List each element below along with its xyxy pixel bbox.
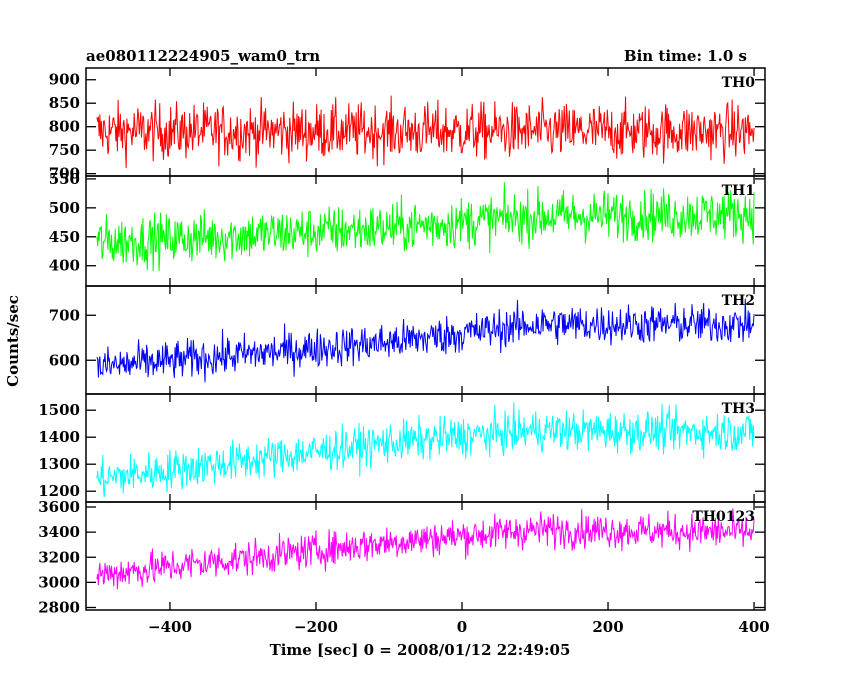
panel-name-label: TH3 (722, 401, 755, 417)
y-tick-label: 1500 (38, 401, 80, 419)
y-tick-label: 400 (49, 257, 80, 275)
x-tick-label: −400 (148, 618, 192, 636)
panels-group: 700 750 800 850 900 TH0 400 450 500 550 TH1 600 700 T… (38, 67, 770, 636)
y-axis-label: Counts/sec (4, 295, 22, 387)
y-tick-label: 3400 (38, 523, 80, 541)
panel-frame (85, 501, 766, 611)
panel-th3: 1200 1300 1400 1500 TH3 (38, 393, 766, 503)
x-axis-label: Time [sec] 0 = 2008/01/12 22:49:05 (270, 641, 571, 659)
series-line-th0123 (96, 508, 755, 590)
panel-name-label: TH0123 (692, 509, 755, 525)
bin-time-label: Bin time: 1.0 s (624, 47, 747, 65)
x-tick-label: 200 (592, 618, 623, 636)
y-tick-label: 1300 (38, 455, 80, 473)
y-tick-label: 3000 (38, 573, 80, 591)
panel-name-label: TH1 (722, 183, 755, 199)
y-tick-label: 550 (49, 170, 80, 188)
series-line-th1 (96, 182, 755, 272)
panel-th0123: 2800 3000 3200 3400 3600 TH0123 (38, 498, 766, 616)
panel-name-label: TH2 (722, 293, 755, 309)
y-tick-label: 500 (49, 199, 80, 217)
panel-th0: 700 750 800 850 900 TH0 (49, 67, 766, 183)
series-line-th3 (96, 402, 755, 498)
x-tick-label: 0 (457, 618, 467, 636)
y-tick-label: 750 (49, 141, 80, 159)
y-tick-label: 2800 (38, 598, 80, 616)
source-label: ae080112224905_wam0_trn (86, 47, 320, 65)
panel-th1: 400 450 500 550 TH1 (49, 170, 766, 287)
panel-name-label: TH0 (722, 75, 756, 91)
y-tick-label: 450 (49, 228, 80, 246)
y-tick-label: 3200 (38, 548, 80, 566)
y-tick-label: 1200 (38, 482, 80, 500)
y-tick-label: 3600 (38, 498, 80, 516)
y-tick-label: 700 (49, 165, 80, 183)
series-line-th2 (96, 298, 755, 383)
series-line-th0 (96, 95, 755, 168)
y-tick-label: 600 (49, 351, 80, 369)
y-tick-label: 700 (49, 306, 80, 324)
y-tick-label: 1400 (38, 428, 80, 446)
x-tick-label: −200 (294, 618, 338, 636)
panel-th2: 600 700 TH2 (49, 285, 766, 395)
y-tick-label: 900 (49, 71, 80, 89)
x-tick-label: 400 (738, 618, 769, 636)
y-tick-label: 800 (49, 118, 80, 136)
y-tick-label: 850 (49, 94, 80, 112)
